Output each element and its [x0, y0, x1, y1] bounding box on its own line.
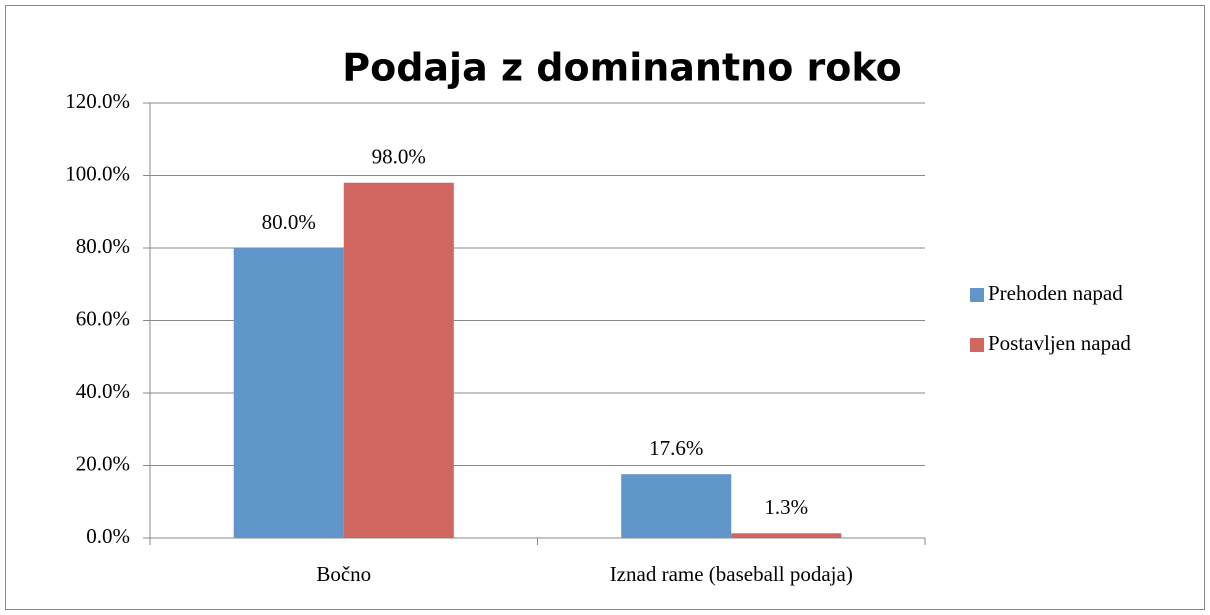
data-label: 1.3% — [764, 495, 808, 519]
x-tick-label: Bočno — [316, 562, 371, 586]
y-tick-label: 120.0% — [65, 89, 130, 113]
legend-swatch — [970, 338, 984, 352]
data-label: 98.0% — [372, 145, 426, 169]
legend-label: Prehoden napad — [988, 281, 1123, 305]
y-tick-label: 60.0% — [76, 306, 130, 330]
chart-title: Podaja z dominantno roko — [342, 46, 901, 90]
data-label: 17.6% — [649, 436, 703, 460]
bar — [731, 533, 842, 538]
bar — [621, 474, 732, 538]
y-tick-label: 0.0% — [86, 524, 130, 548]
y-tick-label: 80.0% — [76, 234, 130, 258]
chart-border — [5, 5, 1205, 610]
bar — [343, 182, 454, 538]
legend-label: Postavljen napad — [988, 331, 1131, 355]
y-tick-label: 20.0% — [76, 451, 130, 475]
data-label: 80.0% — [262, 210, 316, 234]
bar — [233, 248, 344, 538]
x-tick-label: Iznad rame (baseball podaja) — [610, 562, 853, 586]
legend-swatch — [970, 288, 984, 302]
y-tick-label: 100.0% — [65, 161, 130, 185]
y-tick-label: 40.0% — [76, 379, 130, 403]
